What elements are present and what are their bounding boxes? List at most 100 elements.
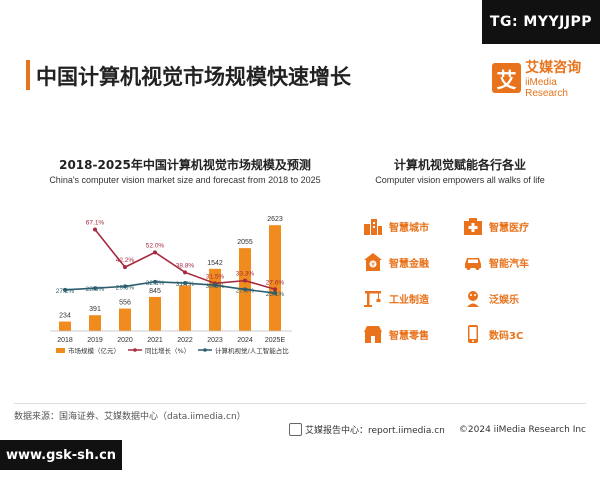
industries-subtitle: Computer vision empowers all walks of li… — [375, 175, 545, 185]
share-point — [93, 286, 97, 291]
growth-point — [153, 250, 157, 255]
share-point — [153, 279, 157, 284]
share-point — [273, 291, 277, 296]
growth-label: 67.1% — [86, 220, 105, 227]
bar — [89, 315, 101, 331]
bar — [149, 296, 161, 331]
legend-swatch — [56, 348, 65, 353]
bar — [269, 225, 281, 331]
x-tick-label: 2023 — [207, 337, 223, 344]
x-tick-label: 2018 — [57, 337, 73, 344]
share-label: 29.5% — [116, 284, 135, 291]
growth-label: 33.3% — [236, 271, 255, 278]
legend-label: 计算机视觉/人工智能占比 — [215, 346, 289, 355]
growth-point — [183, 270, 187, 275]
growth-point — [243, 278, 247, 283]
title-accent-bar — [26, 60, 30, 90]
share-label: 32.5% — [146, 280, 165, 287]
x-tick-label: 2019 — [87, 337, 103, 344]
x-tick-label: 2022 — [177, 337, 193, 344]
industry-smart-healthcare: 智慧医疗 — [463, 216, 529, 236]
svg-text:¥: ¥ — [371, 262, 375, 269]
footer-divider — [14, 403, 586, 404]
watermark-bottom: www.gsk-sh.cn — [0, 440, 122, 470]
industry-label: 智慧医疗 — [489, 222, 529, 234]
report-icon — [288, 423, 302, 436]
bar-value-label: 234 — [59, 313, 71, 320]
data-source: 数据来源：国海证券、艾媒数据中心（data.iimedia.cn） — [14, 412, 246, 422]
industry-smart-finance: ¥ 智慧金融 — [363, 252, 429, 272]
bar-value-label: 556 — [119, 300, 131, 307]
industry-label: 泛娱乐 — [489, 294, 519, 306]
logo-icon: 艾 — [492, 63, 522, 93]
chart-title: 2018-2025年中国计算机视觉市场规模及预测 — [59, 158, 311, 172]
share-label: 30.3% — [206, 283, 225, 290]
city-icon — [363, 216, 383, 236]
bar-value-label: 2623 — [267, 216, 283, 223]
bar-value-label: 2055 — [237, 239, 253, 246]
crane-icon — [363, 288, 383, 308]
industry-manufacturing: 工业制造 — [363, 288, 429, 308]
industry-label: 数码3C — [489, 330, 524, 342]
share-point — [183, 281, 187, 286]
growth-label: 38.8% — [176, 262, 195, 269]
bar-value-label: 1542 — [207, 260, 223, 267]
bar-value-label: 845 — [149, 288, 161, 295]
share-line — [64, 281, 276, 294]
x-tick-label: 2024 — [237, 337, 253, 344]
growth-point — [123, 265, 127, 270]
x-tick-label: 2025E — [265, 337, 286, 344]
bar-value-label: 391 — [89, 306, 101, 313]
industry-digital-3c: 数码3C — [463, 324, 523, 344]
copyright: ©2024 iiMedia Research Inc — [458, 424, 586, 435]
page-title: 中国计算机视觉市场规模快速增长 — [36, 65, 351, 89]
industry-smart-retail: 智慧零售 — [363, 324, 429, 344]
share-point — [123, 284, 127, 289]
industry-label: 智慧城市 — [389, 222, 429, 234]
industry-label: 智慧金融 — [389, 258, 429, 270]
growth-label: 52.0% — [146, 242, 165, 249]
growth-point — [93, 227, 97, 232]
growth-point — [273, 287, 277, 292]
logo-name-cn: 艾媒咨询 — [525, 60, 582, 76]
x-tick-label: 2020 — [117, 337, 133, 344]
share-label: 31.7% — [176, 281, 195, 288]
watermark-top: TG: MYYJJPP — [482, 0, 600, 44]
legend-marker — [203, 348, 207, 352]
brand-logo: 艾 艾媒咨询 iiMedia Research — [492, 57, 600, 99]
industry-label: 工业制造 — [389, 294, 429, 306]
growth-label: 42.2% — [116, 257, 135, 264]
industry-label: 智能汽车 — [489, 258, 529, 270]
chart-subtitle: China's computer vision market size and … — [49, 175, 321, 185]
industries-title: 计算机视觉赋能各行各业 — [393, 158, 526, 172]
industry-entertainment: 泛娱乐 — [463, 288, 519, 308]
share-point — [63, 287, 67, 292]
bar — [119, 308, 131, 331]
car-icon — [463, 252, 483, 272]
share-label: 27.2% — [56, 288, 75, 295]
bar — [59, 321, 71, 331]
industry-smart-car: 智能汽车 — [463, 252, 529, 272]
industry-label: 智慧零售 — [389, 330, 429, 342]
share-point — [243, 287, 247, 292]
phone-icon — [463, 324, 483, 344]
legend-marker — [133, 348, 137, 352]
entertainment-icon — [463, 288, 483, 308]
industry-smart-city: 智慧城市 — [363, 216, 429, 236]
bar — [179, 285, 191, 331]
growth-label: 31.5% — [206, 273, 225, 280]
logo-name-en: iiMedia Research — [525, 77, 568, 99]
growth-label: 27.6% — [266, 279, 285, 286]
hospital-icon — [463, 216, 483, 236]
share-label: 25.1% — [266, 291, 285, 298]
retail-icon — [363, 324, 383, 344]
legend-label: 同比增长（%） — [145, 346, 190, 355]
finance-icon: ¥ — [363, 252, 383, 272]
x-tick-label: 2021 — [147, 337, 163, 344]
report-site: 艾媒报告中心：report.iimedia.cn — [304, 426, 445, 436]
share-label: 28.3% — [86, 286, 105, 293]
market-size-chart: 234 2018 391 2019 556 2020 845 2021 2022 1542 2023… — [50, 216, 292, 355]
share-point — [213, 283, 217, 288]
footer-right: 艾媒报告中心：report.iimedia.cn ©2024 iiMedia R… — [288, 423, 586, 436]
share-label: 27.5% — [236, 287, 255, 294]
